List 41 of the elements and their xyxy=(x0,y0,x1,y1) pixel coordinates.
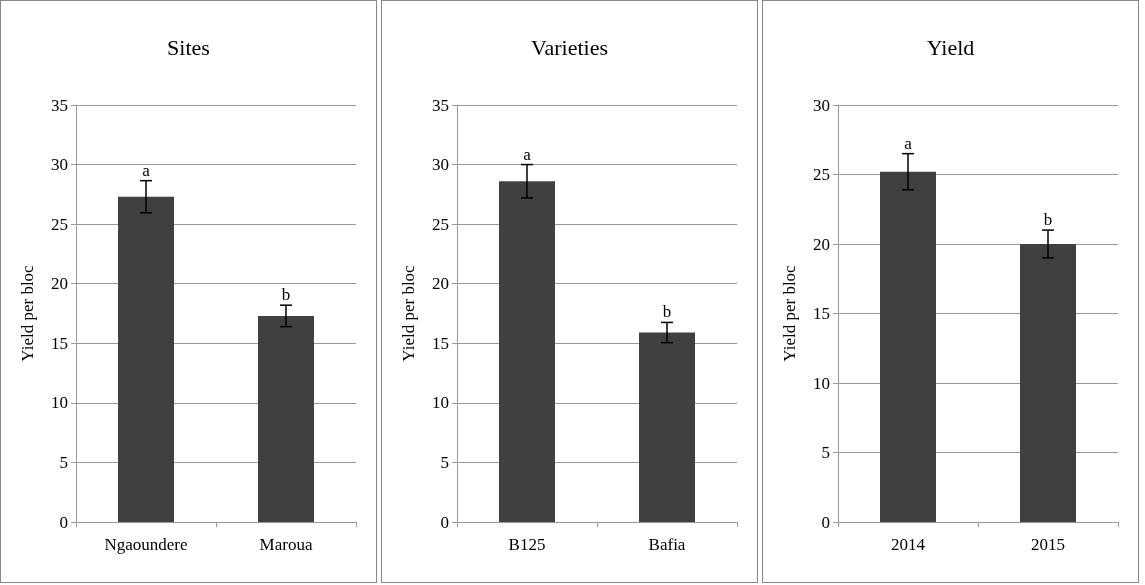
y-tick-label: 30 xyxy=(813,95,830,115)
chart-title: Varieties xyxy=(531,34,608,60)
y-tick-label: 20 xyxy=(813,234,830,254)
annotation: a xyxy=(142,160,151,180)
x-tick-label: 2014 xyxy=(891,535,926,554)
y-tick-label: 15 xyxy=(51,333,68,353)
x-tick-label: Bafia xyxy=(648,535,686,554)
y-tick-label: 35 xyxy=(432,95,449,115)
y-tick-label: 30 xyxy=(432,155,449,175)
annotation: a xyxy=(904,133,913,153)
y-tick-label: 0 xyxy=(59,512,68,532)
chart-title: Yield xyxy=(926,34,975,60)
y-tick-label: 15 xyxy=(432,333,449,353)
annotation: b xyxy=(281,285,291,305)
y-axis-title: Yield per bloc xyxy=(780,264,799,362)
y-tick-label: 0 xyxy=(821,512,830,532)
y-tick-label: 30 xyxy=(51,155,68,175)
y-tick-label: 20 xyxy=(432,274,449,294)
y-tick-label: 25 xyxy=(51,214,68,234)
y-axis-title: Yield per bloc xyxy=(399,264,418,362)
y-tick-label: 25 xyxy=(813,165,830,184)
x-tick-label: Ngaoundere xyxy=(104,535,188,554)
y-tick-label: 5 xyxy=(821,443,830,462)
annotation: a xyxy=(523,144,532,164)
y-tick-label: 0 xyxy=(440,512,449,532)
x-tick-label: B125 xyxy=(508,535,546,554)
y-tick-label: 10 xyxy=(51,393,68,413)
y-tick-label: 10 xyxy=(432,393,449,413)
y-tick-label: 10 xyxy=(813,373,830,393)
y-tick-label: 5 xyxy=(440,452,449,472)
chart-title: Sites xyxy=(167,34,210,60)
y-tick-label: 35 xyxy=(51,95,68,115)
x-tick-label: Maroua xyxy=(259,535,313,554)
y-tick-label: 15 xyxy=(813,304,830,323)
y-tick-label: 20 xyxy=(51,274,68,294)
y-axis-title: Yield per bloc xyxy=(18,264,37,362)
y-tick-label: 5 xyxy=(59,452,68,472)
annotation: b xyxy=(662,302,672,322)
y-tick-label: 25 xyxy=(432,214,449,234)
annotation: b xyxy=(1043,210,1053,230)
x-tick-label: 2015 xyxy=(1031,535,1065,554)
